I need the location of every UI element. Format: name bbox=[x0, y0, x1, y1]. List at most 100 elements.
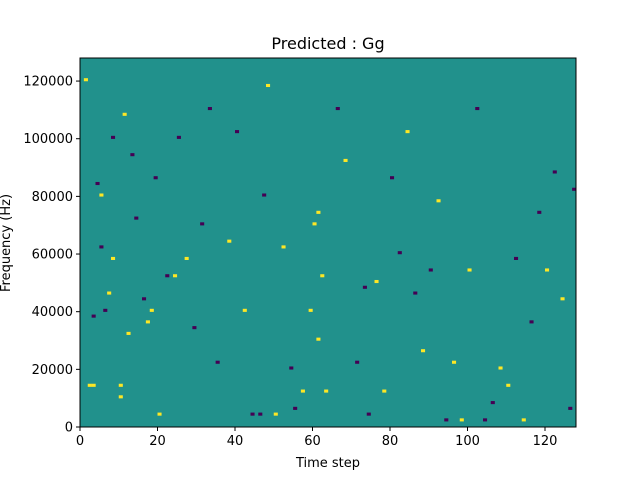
heatmap-cell bbox=[103, 308, 108, 312]
heatmap-cell bbox=[444, 418, 449, 422]
heatmap-cell bbox=[521, 418, 526, 422]
heatmap-cell bbox=[413, 291, 418, 295]
heatmap-cell bbox=[122, 112, 127, 116]
heatmap-cell bbox=[176, 135, 181, 139]
chart-title: Predicted : Gg bbox=[271, 34, 384, 53]
heatmap-cell bbox=[459, 418, 464, 422]
y-axis-ticks: 0 20000 40000 60000 80000 100000 120000 bbox=[23, 75, 80, 436]
heatmap-cell bbox=[215, 360, 220, 364]
heatmap-cell bbox=[130, 153, 135, 157]
heatmap-cell bbox=[490, 401, 495, 405]
heatmap-cell bbox=[552, 170, 557, 174]
heatmap-cell bbox=[506, 383, 511, 387]
heatmap-cell bbox=[153, 176, 158, 180]
heatmap-cell bbox=[405, 130, 410, 134]
y-tick-label: 80000 bbox=[32, 190, 73, 205]
x-tick-label: 40 bbox=[227, 434, 244, 449]
y-tick-label: 100000 bbox=[23, 132, 73, 147]
y-tick-label: 120000 bbox=[23, 75, 73, 90]
heatmap-cell bbox=[382, 389, 387, 393]
heatmap-cells bbox=[80, 58, 577, 427]
heatmap-cell bbox=[91, 314, 96, 318]
heatmap-cell bbox=[572, 187, 577, 191]
heatmap-cell bbox=[343, 158, 348, 162]
heatmap-cell bbox=[111, 135, 116, 139]
heatmap-cell bbox=[111, 256, 116, 260]
heatmap-cell bbox=[568, 406, 573, 410]
heatmap-cell bbox=[308, 308, 313, 312]
heatmap-cell bbox=[145, 320, 150, 324]
heatmap-cell bbox=[200, 222, 205, 226]
heatmap-cell bbox=[83, 78, 88, 82]
heatmap-cell bbox=[289, 366, 294, 370]
y-axis-label: Frequency (Hz) bbox=[0, 194, 14, 292]
heatmap-cell bbox=[324, 389, 329, 393]
heatmap-cell bbox=[335, 107, 340, 111]
heatmap-cell bbox=[293, 406, 298, 410]
heatmap-cell bbox=[235, 130, 240, 134]
x-tick-label: 80 bbox=[382, 434, 399, 449]
y-tick-label: 0 bbox=[65, 421, 73, 436]
heatmap-cell bbox=[300, 389, 305, 393]
x-axis-label: Time step bbox=[295, 456, 360, 471]
heatmap-cell bbox=[258, 412, 263, 416]
y-tick-label: 40000 bbox=[32, 305, 73, 320]
heatmap-cell bbox=[99, 193, 104, 197]
x-tick-label: 100 bbox=[455, 434, 480, 449]
heatmap-cell bbox=[281, 245, 286, 249]
x-tick-label: 20 bbox=[149, 434, 166, 449]
heatmap-cell bbox=[149, 308, 154, 312]
heatmap-cell bbox=[273, 412, 278, 416]
heatmap-cell bbox=[475, 107, 480, 111]
y-tick-label: 20000 bbox=[32, 363, 73, 378]
heatmap-cell bbox=[173, 274, 178, 278]
heatmap-cell bbox=[95, 181, 100, 186]
heatmap-cell bbox=[560, 297, 565, 301]
plot-frame bbox=[79, 57, 577, 428]
x-tick-label: 120 bbox=[533, 434, 558, 449]
heatmap-cell bbox=[320, 274, 325, 278]
heatmap-cell bbox=[514, 256, 519, 260]
heatmap-cell bbox=[118, 395, 123, 399]
heatmap-cell bbox=[99, 245, 104, 249]
heatmap-cell bbox=[362, 285, 367, 289]
heatmap-cell bbox=[545, 268, 550, 272]
heatmap-cell bbox=[165, 274, 170, 278]
x-tick-label: 60 bbox=[304, 434, 321, 449]
heatmap-cell bbox=[467, 268, 472, 272]
heatmap-cell bbox=[390, 176, 395, 180]
x-axis-ticks: 0 20 40 60 80 100 120 bbox=[76, 427, 558, 449]
heatmap-cell bbox=[529, 320, 534, 324]
heatmap-cell bbox=[537, 210, 542, 214]
heatmap-cell bbox=[366, 412, 371, 416]
heatmap-cell bbox=[91, 383, 96, 387]
heatmap-cell bbox=[316, 210, 321, 214]
heatmap-cell bbox=[87, 383, 92, 387]
heatmap-cell bbox=[266, 83, 271, 88]
heatmap-cell bbox=[262, 193, 267, 197]
heatmap-cell bbox=[428, 268, 433, 272]
heatmap-background bbox=[80, 58, 576, 427]
heatmap-cell bbox=[397, 251, 402, 255]
y-tick-label: 60000 bbox=[32, 248, 73, 263]
heatmap-cell bbox=[184, 256, 189, 260]
heatmap-cell bbox=[157, 412, 162, 416]
heatmap-cell bbox=[227, 239, 232, 243]
heatmap-cell bbox=[436, 199, 441, 203]
heatmap-cell bbox=[498, 366, 503, 370]
x-tick-label: 0 bbox=[76, 434, 84, 449]
heatmap-cell bbox=[355, 360, 360, 364]
heatmap-cell bbox=[107, 291, 112, 295]
heatmap-cell bbox=[452, 360, 457, 364]
heatmap-cell bbox=[134, 216, 139, 220]
heatmap-cell bbox=[312, 222, 317, 226]
heatmap-cell bbox=[126, 331, 131, 335]
heatmap-cell bbox=[374, 279, 379, 284]
heatmap-cell bbox=[421, 349, 426, 353]
heatmap-cell bbox=[483, 418, 488, 422]
heatmap-cell bbox=[316, 337, 321, 341]
heatmap-cell bbox=[242, 308, 247, 312]
heatmap-cell bbox=[207, 107, 212, 111]
heatmap-cell bbox=[118, 383, 123, 387]
